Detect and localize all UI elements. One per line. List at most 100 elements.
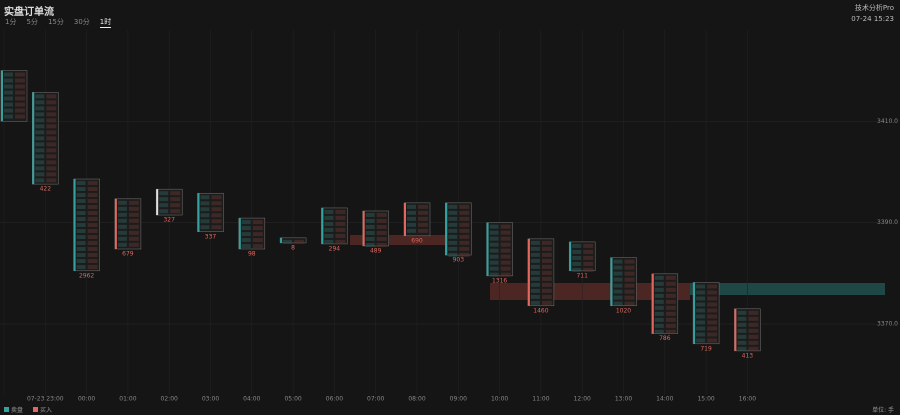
- x-tick-label: 03:00: [202, 396, 219, 403]
- cell: [489, 236, 499, 241]
- cell: [624, 289, 635, 294]
- cell: [15, 84, 25, 89]
- cell: [541, 270, 552, 275]
- cell: [407, 210, 416, 215]
- cell: [170, 209, 181, 214]
- cell: [117, 224, 127, 229]
- cell: [489, 224, 499, 229]
- cell: [418, 228, 428, 233]
- tab[interactable]: 30分: [73, 18, 90, 26]
- tab[interactable]: 1时: [99, 18, 112, 28]
- cell: [418, 216, 428, 221]
- cell: [448, 234, 458, 239]
- tab[interactable]: 1分: [5, 18, 17, 26]
- cell: [15, 90, 25, 95]
- cell: [4, 78, 13, 83]
- x-tick-label: 05:00: [284, 396, 301, 403]
- cell: [76, 187, 86, 192]
- cell: [613, 265, 623, 270]
- tab[interactable]: 15分: [47, 18, 64, 26]
- title: 实盘订单流: [4, 7, 54, 18]
- cell: [541, 258, 552, 263]
- cell: [15, 108, 25, 113]
- cell: [128, 230, 139, 235]
- cell: [4, 114, 13, 119]
- cell: [211, 225, 222, 230]
- cell: [613, 289, 623, 294]
- cell: [613, 271, 623, 276]
- x-tick-label: 07-23 23:00: [27, 396, 64, 403]
- delta-label: 337: [205, 233, 217, 240]
- x-tick-label: 07:00: [367, 396, 384, 403]
- delta-label: 1020: [616, 307, 631, 314]
- cell: [76, 235, 86, 240]
- cell: [696, 332, 706, 337]
- cell: [737, 316, 747, 321]
- top-right: 技术分析Pro 07-24 15:23: [851, 3, 894, 25]
- delta-label: 679: [122, 251, 134, 258]
- delta-label: 719: [700, 345, 712, 352]
- cell: [15, 72, 25, 77]
- legend-label: 买入: [40, 407, 53, 414]
- footprint-box: [0, 70, 28, 122]
- cell: [35, 118, 45, 123]
- cell: [748, 334, 759, 339]
- cell: [365, 242, 375, 247]
- cell: [654, 323, 664, 328]
- cell: [665, 317, 676, 322]
- candle-body: [445, 202, 448, 256]
- cell: [665, 329, 676, 334]
- cell: [335, 227, 346, 232]
- cell: [624, 259, 635, 264]
- y-tick-label: 3390.0: [877, 219, 898, 226]
- cell: [613, 301, 623, 306]
- cell: [737, 310, 747, 315]
- cell: [489, 260, 499, 265]
- cell: [459, 216, 470, 221]
- cell: [87, 229, 98, 234]
- cell: [541, 252, 552, 257]
- cell: [35, 130, 45, 135]
- cell: [448, 216, 458, 221]
- cell: [459, 234, 470, 239]
- cell: [541, 300, 552, 305]
- x-tick-label: 11:00: [532, 396, 549, 403]
- cell: [76, 205, 86, 210]
- tool[interactable]: 技术分析Pro: [854, 4, 894, 12]
- cell: [654, 299, 664, 304]
- candle-body: [114, 198, 117, 249]
- cell: [211, 201, 222, 206]
- cell: [241, 232, 251, 237]
- cell: [46, 124, 57, 129]
- cell: [530, 258, 540, 263]
- cell: [4, 102, 13, 107]
- cell: [707, 332, 718, 337]
- tab[interactable]: 5分: [26, 18, 38, 26]
- y-tick-label: 3370.0: [877, 321, 898, 328]
- cell: [613, 259, 623, 264]
- cell: [335, 215, 346, 220]
- cell: [35, 94, 45, 99]
- cell: [365, 218, 375, 223]
- x-tick-label: 04:00: [243, 396, 260, 403]
- cell: [500, 230, 511, 235]
- cell: [665, 305, 676, 310]
- cell: [76, 229, 86, 234]
- cell: [241, 220, 251, 225]
- cell: [407, 222, 416, 227]
- candle-body: [197, 193, 200, 232]
- cell: [252, 232, 263, 237]
- cell: [541, 240, 552, 245]
- cell: [159, 197, 169, 202]
- cell: [241, 238, 251, 243]
- cell: [654, 329, 664, 334]
- cell: [200, 219, 210, 224]
- cell: [448, 240, 458, 245]
- cell: [211, 207, 222, 212]
- cell: [46, 136, 57, 141]
- cell: [46, 130, 57, 135]
- cell: [15, 114, 25, 119]
- cell: [46, 178, 57, 183]
- cell: [35, 148, 45, 153]
